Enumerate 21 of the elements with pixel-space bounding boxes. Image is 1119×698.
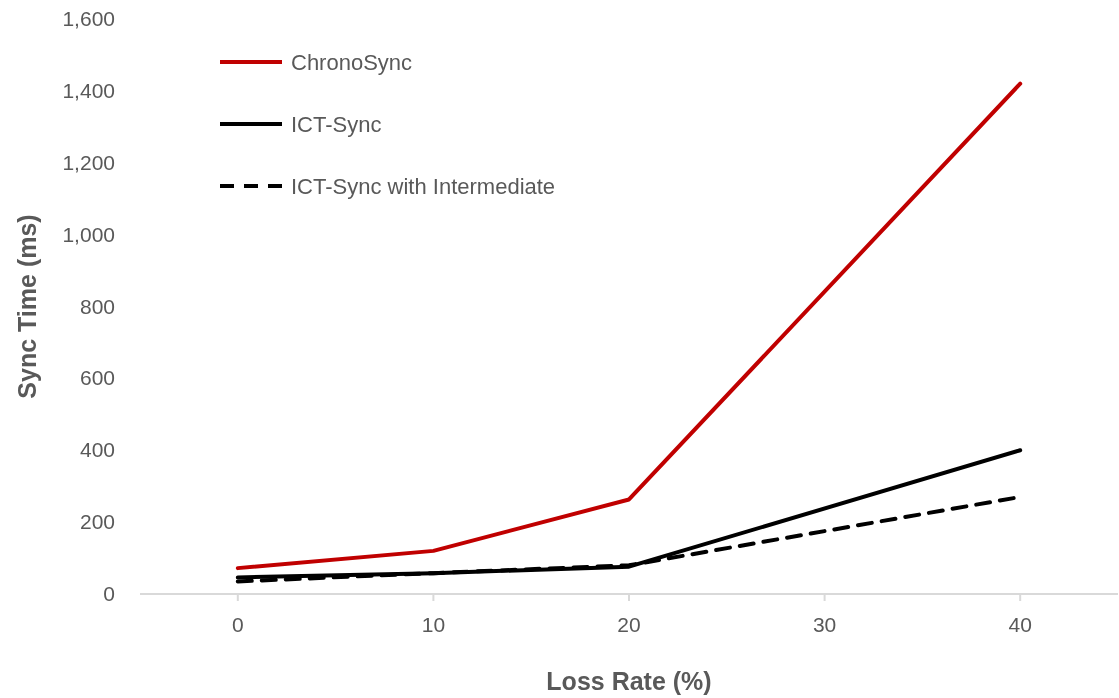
y-tick-label: 1,600	[62, 7, 115, 30]
x-tick-label: 10	[421, 613, 446, 636]
y-tick-label: 600	[79, 366, 115, 390]
x-tick-label: 30	[812, 613, 837, 636]
y-tick-label: 0	[103, 582, 115, 605]
legend-label: ICT-Sync with Intermediate	[291, 174, 556, 199]
legend-label: ICT-Sync	[291, 112, 382, 137]
y-axis-title: Sync Time (ms)	[13, 214, 41, 399]
y-tick-label: 1,000	[62, 222, 115, 246]
x-axis-title: Loss Rate (%)	[546, 667, 712, 695]
x-tick-label: 40	[1008, 613, 1032, 636]
line-series	[235, 81, 1023, 571]
y-tick-label: 1,400	[62, 78, 115, 102]
legend-label: ChronoSync	[291, 50, 413, 75]
y-tick-label: 400	[79, 438, 115, 462]
x-tick-label: 20	[617, 613, 641, 636]
line-series	[235, 448, 1023, 580]
x-tick-label: 0	[231, 613, 244, 636]
y-tick-label: 800	[79, 294, 115, 318]
y-tick-label: 1,200	[62, 150, 115, 174]
y-tick-label: 200	[79, 510, 115, 534]
